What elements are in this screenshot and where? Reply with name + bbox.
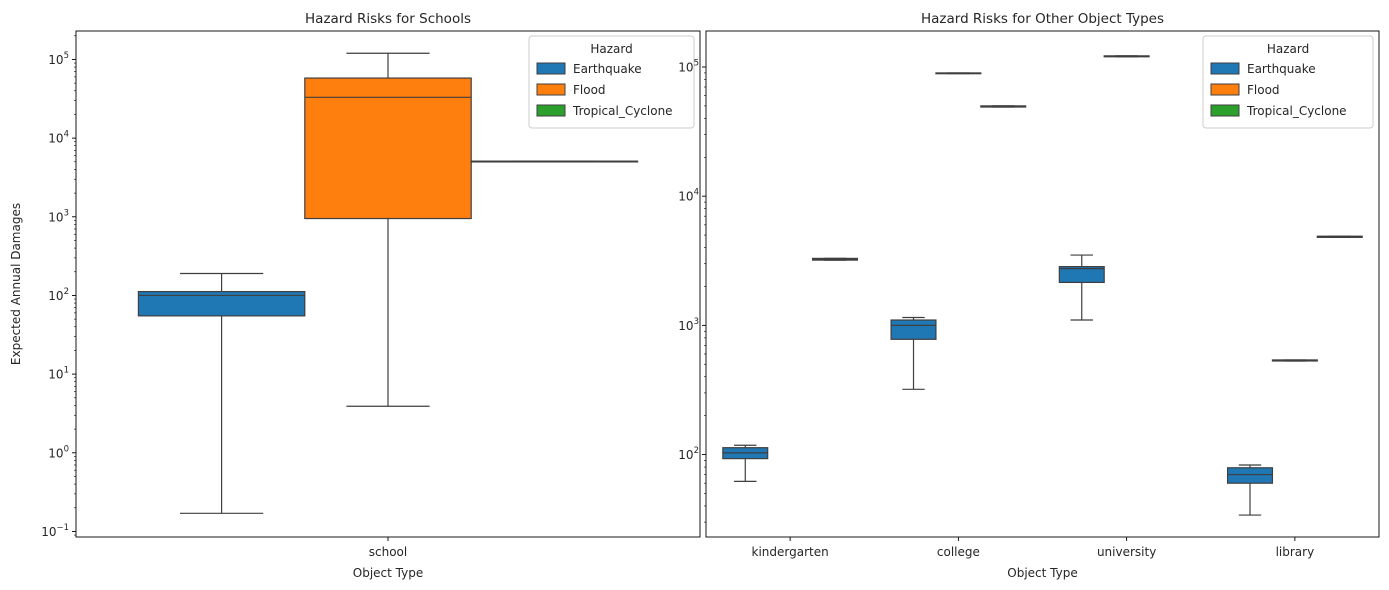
y-tick-base: 10: [48, 289, 63, 303]
y-tick-base: 10: [48, 446, 63, 460]
y-tick-exponent: 3: [694, 317, 699, 327]
box-body: [1058, 266, 1105, 284]
legend-swatch-flood: [536, 83, 566, 96]
box-flood-university: [1103, 55, 1150, 58]
legend-label-earthquake: Earthquake: [1247, 62, 1316, 76]
legend-label-tropical_cyclone: Tropical_Cyclone: [1246, 104, 1347, 118]
box-earthquake-school: [137, 272, 306, 514]
y-tick-exponent: 1: [64, 366, 69, 376]
legend-frame: [1202, 35, 1374, 129]
y-tick-exponent: 5: [64, 51, 69, 61]
legend-label-flood: Flood: [1247, 83, 1280, 97]
box-tropical_cyclone-library: [1316, 235, 1363, 238]
box-flood-college: [935, 72, 982, 75]
legend-frame: [528, 35, 695, 129]
box-tropical_cyclone-college: [980, 105, 1027, 108]
y-axis-label: Expected Annual Damages: [9, 203, 23, 365]
y-tick-exponent: 3: [64, 208, 69, 218]
box-earthquake-kindergarten: [722, 444, 769, 482]
plot-frame: [705, 30, 1380, 538]
y-tick-label: 104: [678, 188, 699, 204]
y-tick-label: 104: [48, 130, 69, 146]
y-tick-label: 10−1: [41, 523, 69, 539]
y-tick-base: 10: [678, 190, 693, 204]
y-tick-exponent: 2: [694, 446, 699, 456]
y-tick-label: 100: [48, 444, 69, 460]
y-tick-base: 10: [678, 61, 693, 75]
y-tick-label: 105: [48, 51, 69, 67]
chart-title: Hazard Risks for Other Object Types: [921, 11, 1164, 27]
legend: Hazard Earthquake Flood Tropical_Cyclone: [528, 35, 695, 129]
box-earthquake-college: [890, 316, 937, 390]
y-tick-exponent: 4: [64, 130, 69, 140]
y-tick-base: 10: [48, 132, 63, 146]
box-body: [304, 77, 472, 220]
legend-label-tropical_cyclone: Tropical_Cyclone: [572, 104, 673, 118]
y-tick-base: 10: [48, 210, 63, 224]
chart-title: Hazard Risks for Schools: [305, 11, 471, 27]
legend-swatch-flood: [1210, 83, 1240, 96]
y-tick-exponent: −1: [56, 523, 69, 533]
box-tropical_cyclone-school: [470, 160, 639, 163]
y-tick-label: 105: [678, 59, 699, 75]
y-tick-exponent: 5: [694, 59, 699, 69]
legend-swatch-tropical_cyclone: [536, 104, 566, 117]
y-tick-label: 103: [678, 317, 699, 333]
legend-title: Hazard: [1267, 42, 1309, 56]
x-tick-label: college: [937, 545, 980, 559]
x-axis-label: Object Type: [1007, 566, 1077, 580]
legend: Hazard Earthquake Flood Tropical_Cyclone: [1202, 35, 1374, 129]
x-tick-label: university: [1097, 545, 1156, 559]
box-body: [890, 319, 937, 340]
x-tick-label: kindergarten: [752, 545, 829, 559]
y-tick-label: 101: [48, 366, 69, 382]
legend-swatch-earthquake: [1210, 62, 1240, 75]
legend-swatch-tropical_cyclone: [1210, 104, 1240, 117]
x-axis-label: Object Type: [353, 566, 423, 580]
y-tick-base: 10: [48, 53, 63, 67]
y-tick-base: 10: [678, 319, 693, 333]
y-tick-base: 10: [48, 368, 63, 382]
box-body: [1226, 467, 1274, 484]
legend-label-flood: Flood: [573, 83, 606, 97]
y-tick-base: 10: [41, 525, 56, 539]
box-flood-library: [1271, 359, 1318, 362]
box-earthquake-university: [1058, 254, 1105, 321]
y-tick-label: 102: [48, 287, 69, 303]
y-tick-label: 102: [678, 446, 699, 462]
y-tick-exponent: 2: [64, 287, 69, 297]
box-earthquake-library: [1226, 464, 1274, 516]
legend-label-earthquake: Earthquake: [573, 62, 642, 76]
y-tick-label: 103: [48, 208, 69, 224]
x-tick-label: school: [369, 545, 407, 559]
legend-title: Hazard: [590, 42, 632, 56]
y-tick-exponent: 4: [694, 188, 699, 198]
box-tropical_cyclone-kindergarten: [811, 257, 859, 261]
x-tick-label: library: [1276, 545, 1315, 559]
box-flood-school: [304, 52, 472, 407]
legend-swatch-earthquake: [536, 62, 566, 75]
y-tick-exponent: 0: [64, 444, 69, 454]
y-tick-base: 10: [678, 448, 693, 462]
